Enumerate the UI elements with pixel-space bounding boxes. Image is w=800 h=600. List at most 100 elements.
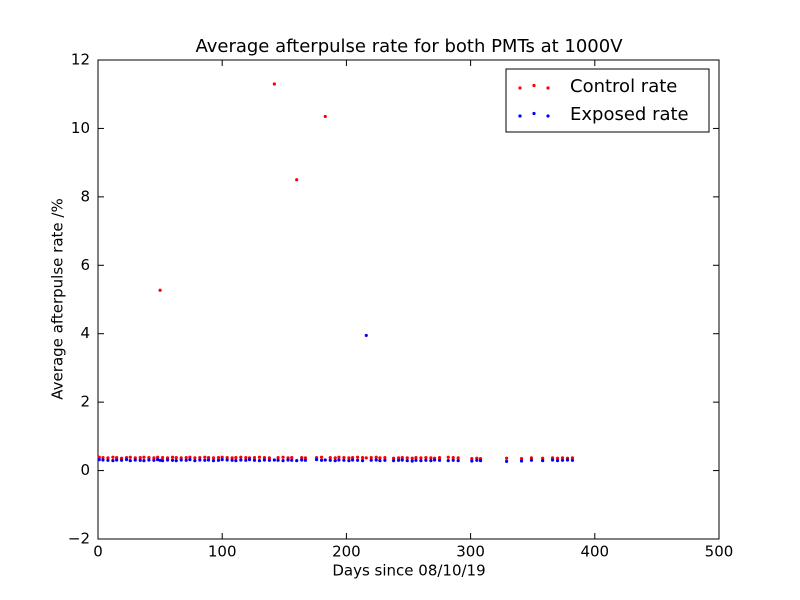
scatter-point	[174, 455, 178, 460]
scatter-point	[272, 458, 276, 462]
scatter-point	[295, 459, 299, 463]
scatter-point	[560, 458, 565, 462]
scatter-point	[319, 455, 324, 459]
scatter-point	[281, 459, 285, 463]
scatter-point	[560, 456, 565, 460]
scatter-point	[378, 456, 382, 460]
y-tick-label: 0	[80, 461, 90, 479]
scatter-point	[342, 455, 346, 460]
scatter-point	[124, 458, 129, 462]
scatter-point	[347, 459, 351, 463]
scatter-point	[456, 456, 460, 460]
x-tick-label: 400	[580, 543, 609, 561]
scatter-point	[147, 458, 151, 462]
scatter-point	[252, 458, 257, 462]
scatter-point	[369, 455, 373, 460]
y-tick-label: −2	[68, 530, 90, 548]
scatter-point	[470, 459, 474, 463]
scatter-point	[115, 455, 119, 460]
y-tick-label: 2	[80, 393, 90, 411]
scatter-point	[374, 458, 378, 462]
scatter-point	[529, 456, 534, 460]
scatter-point	[414, 455, 418, 460]
scatter-point	[478, 459, 483, 463]
scatter-point	[115, 458, 119, 462]
scatter-point	[333, 459, 337, 463]
scatter-point	[179, 458, 183, 462]
scatter-point	[364, 456, 368, 460]
scatter-point	[555, 456, 560, 460]
scatter-point	[272, 82, 276, 86]
scatter-point	[211, 459, 216, 463]
scatter-point	[198, 455, 202, 460]
scatter-point	[355, 455, 360, 459]
scatter-point	[170, 455, 175, 459]
scatter-point	[505, 456, 509, 460]
scatter-point	[391, 456, 396, 460]
scatter-point	[295, 178, 299, 182]
scatter-point	[152, 456, 156, 460]
scatter-point	[405, 459, 409, 463]
scatter-point	[437, 455, 442, 460]
scatter-point	[133, 458, 137, 462]
scatter-point	[230, 456, 234, 460]
scatter-point	[216, 455, 221, 460]
scatter-point	[519, 459, 524, 463]
scatter-point	[519, 456, 524, 461]
legend-marker	[546, 86, 550, 90]
legend-marker	[546, 114, 550, 118]
scatter-point	[555, 459, 560, 463]
scatter-point	[158, 458, 162, 462]
scatter-point	[216, 458, 221, 462]
scatter-point	[257, 459, 262, 463]
scatter-point	[429, 456, 433, 460]
scatter-point	[446, 455, 450, 459]
scatter-point	[451, 455, 455, 460]
scatter-point	[314, 458, 319, 462]
scatter-point	[383, 458, 387, 462]
scatter-point	[106, 456, 110, 460]
scatter-point	[267, 456, 271, 460]
scatter-point	[383, 455, 387, 460]
scatter-point	[188, 455, 192, 459]
legend-label: Exposed rate	[570, 104, 689, 125]
scatter-point	[184, 455, 188, 460]
scatter-point	[225, 458, 229, 462]
chart-title: Average afterpulse rate for both PMTs at…	[195, 36, 623, 57]
scatter-point	[570, 458, 575, 462]
scatter-point	[300, 455, 304, 460]
scatter-point	[211, 456, 216, 460]
y-tick-label: 10	[71, 119, 90, 137]
scatter-point	[174, 459, 178, 463]
scatter-point	[158, 288, 162, 292]
scatter-point	[111, 459, 115, 463]
scatter-point	[456, 459, 460, 463]
scatter-point	[342, 458, 346, 462]
scatter-point	[165, 458, 170, 462]
scatter-point	[351, 455, 355, 460]
scatter-point	[239, 455, 243, 459]
y-tick-label: 12	[71, 51, 90, 69]
scatter-point	[101, 455, 105, 460]
scatter-point	[206, 458, 211, 462]
scatter-point	[570, 456, 575, 460]
scatter-point	[128, 459, 132, 463]
scatter-point	[97, 458, 101, 462]
x-tick-label: 100	[208, 543, 237, 561]
y-tick-label: 6	[80, 256, 90, 274]
scatter-point	[119, 458, 124, 462]
legend-marker	[532, 111, 536, 116]
scatter-point	[142, 459, 146, 463]
scatter-point	[156, 455, 160, 459]
legend-label: Control rate	[570, 76, 677, 97]
scatter-point	[290, 458, 294, 462]
scatter-point	[239, 458, 243, 462]
scatter-point	[360, 455, 365, 460]
scatter-point	[97, 455, 101, 459]
scatter-point	[400, 455, 404, 460]
scatter-point	[230, 458, 234, 462]
scatter-point	[364, 333, 368, 338]
scatter-point	[286, 458, 290, 462]
scatter-point	[244, 455, 248, 460]
scatter-point	[405, 456, 409, 460]
